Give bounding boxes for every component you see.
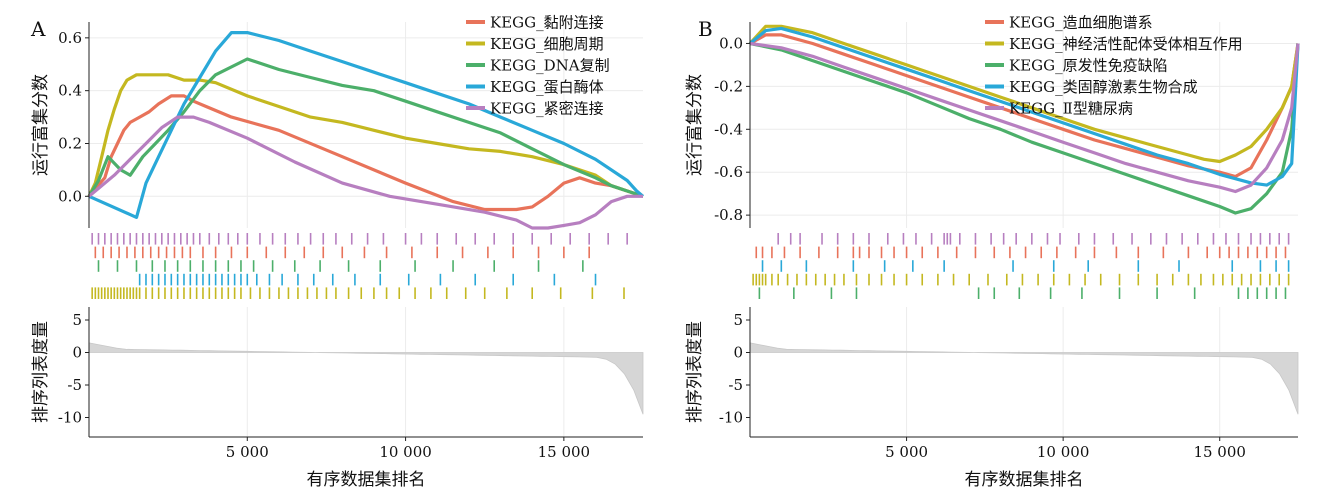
metric-y-tick-label: -10	[719, 409, 743, 427]
es-line-series-4	[748, 26, 1300, 187]
legend-label: KEGG_神经活性配体受体相互作用	[1009, 35, 1243, 53]
metric-y-axis-title: 排序列表度量	[685, 321, 705, 423]
x-tick-label: 15 000	[1193, 443, 1246, 461]
es-line-series-5	[749, 41, 1300, 194]
metric-area	[88, 342, 644, 415]
panel-letter: A	[30, 17, 46, 41]
panel-letter: B	[698, 17, 713, 41]
metric-y-tick-label: -10	[58, 409, 82, 427]
x-tick-label: 5 000	[226, 443, 269, 461]
es-y-tick-label: 0.0	[58, 187, 82, 205]
legend-label: KEGG_造血细胞谱系	[1009, 14, 1153, 32]
x-tick-label: 5 000	[885, 443, 928, 461]
es-y-tick-label: 0.4	[58, 82, 82, 100]
es-line-series-1	[749, 33, 1300, 179]
es-line-series-5	[87, 115, 643, 230]
metric-y-tick-label: 0	[72, 344, 82, 362]
es-line-series-3	[87, 57, 644, 198]
panel-a: A 0.0 0.2 0.4 0.6 KEGG_黏附连接 KEGG_细胞周期 KEGG_DNA复…	[30, 14, 645, 490]
legend-label: KEGG_细胞周期	[490, 35, 604, 53]
x-tick-label: 10 000	[379, 443, 432, 461]
legend-label: KEGG_黏附连接	[490, 14, 604, 32]
metric-y-tick-label: 5	[72, 311, 82, 329]
metric-y-tick-label: 5	[733, 311, 743, 329]
metric-y-tick-label: 0	[733, 344, 743, 362]
metric-y-axis-title: 排序列表度量	[31, 321, 51, 423]
panel-b: B 0.0 -0.2 -0.4 -0.6 -0.8 KEGG_造血细胞谱系 KEGG_神经活性…	[685, 14, 1300, 490]
x-axis-title: 有序数据集排名	[307, 470, 426, 490]
legend-label: KEGG_紧密连接	[490, 100, 604, 118]
metric-y-tick-label: -5	[67, 376, 82, 394]
es-line-series-1	[87, 94, 644, 212]
x-tick-label: 15 000	[538, 443, 591, 461]
es-y-tick-label: 0.2	[58, 134, 82, 152]
es-y-tick-label: 0.6	[58, 29, 82, 47]
legend-label: KEGG_蛋白酶体	[490, 78, 604, 96]
es-y-tick-label: -0.8	[714, 206, 743, 224]
legend-label: KEGG_原发性免疫缺陷	[1009, 57, 1168, 75]
metric-y-tick-label: -5	[728, 376, 743, 394]
x-tick-label: 10 000	[1037, 443, 1090, 461]
es-line-series-2	[87, 73, 644, 198]
legend-label: KEGG_Ⅱ型糖尿病	[1009, 100, 1133, 118]
x-axis-title: 有序数据集排名	[965, 470, 1084, 490]
es-line-series-4	[88, 30, 645, 219]
metric-area	[749, 342, 1299, 415]
es-line-series-2	[748, 24, 1300, 164]
es-y-axis-title: 运行富集分数	[31, 74, 51, 176]
es-y-tick-label: -0.2	[714, 77, 743, 95]
es-y-tick-label: 0.0	[719, 34, 743, 52]
legend-label: KEGG_类固醇激素生物合成	[1009, 78, 1198, 96]
legend-label: KEGG_DNA复制	[490, 57, 610, 75]
es-line-series-3	[749, 41, 1300, 215]
es-y-axis-title: 运行富集分数	[685, 74, 705, 176]
es-y-tick-label: -0.4	[714, 120, 743, 138]
es-y-tick-label: -0.6	[714, 163, 743, 181]
